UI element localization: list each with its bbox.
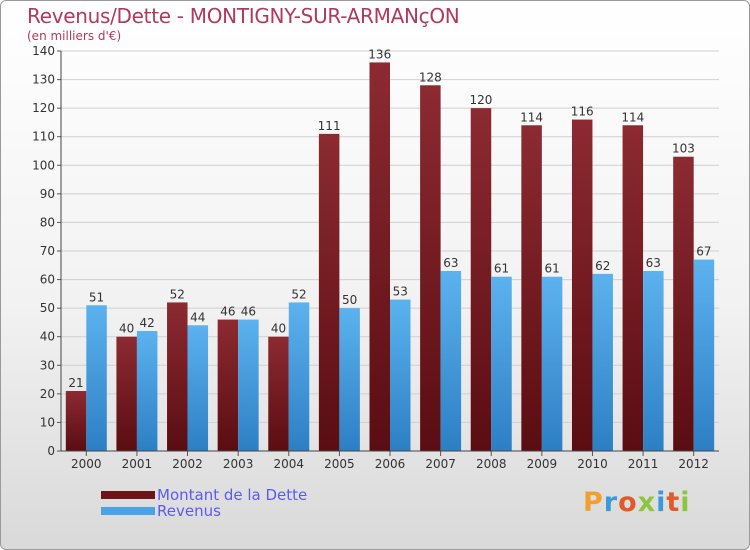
- x-tick-label: 2001: [122, 457, 153, 471]
- data-label: 63: [443, 256, 458, 270]
- bar-dette: [116, 336, 137, 451]
- y-tick-label: 110: [32, 130, 55, 144]
- legend-label-revenus: Revenus: [157, 502, 221, 520]
- bar-revenus: [86, 305, 107, 451]
- y-tick-label: 130: [32, 73, 55, 87]
- data-label: 21: [68, 376, 83, 390]
- y-tick-label: 30: [40, 358, 55, 372]
- x-tick-label: 2000: [71, 457, 102, 471]
- bar-dette: [622, 125, 644, 452]
- x-tick-label: 2010: [577, 457, 608, 471]
- data-label: 103: [672, 142, 695, 156]
- x-tick-label: 2003: [223, 457, 254, 471]
- bar-revenus: [541, 276, 563, 451]
- x-tick-label: 2009: [527, 457, 558, 471]
- bar-revenus: [390, 299, 411, 451]
- y-tick-label: 60: [40, 273, 55, 287]
- bar-dette: [521, 125, 542, 452]
- data-label: 136: [368, 47, 391, 61]
- proxiti-logo: Proxiti: [583, 487, 691, 518]
- data-label: 46: [241, 305, 256, 319]
- x-tick-label: 2004: [273, 457, 304, 471]
- y-tick-label: 70: [40, 244, 55, 258]
- bar-revenus: [440, 271, 462, 451]
- x-tick-label: 2005: [324, 457, 355, 471]
- logo-letter: o: [618, 487, 638, 518]
- x-tick-label: 2007: [425, 457, 456, 471]
- bar-dette: [673, 156, 694, 451]
- logo-letter: P: [583, 487, 604, 518]
- y-axis: 0 10 20 30 40 50 60 70 80 90 100 110 120 130 140: [32, 44, 62, 458]
- data-label: 111: [318, 119, 341, 133]
- y-tick-label: 80: [40, 215, 55, 229]
- bar-dette: [217, 319, 239, 451]
- data-label: 40: [271, 322, 286, 336]
- data-label: 40: [119, 322, 134, 336]
- y-tick-label: 50: [40, 301, 55, 315]
- bar-revenus: [491, 276, 512, 451]
- data-label: 44: [190, 310, 205, 324]
- y-tick-label: 90: [40, 187, 55, 201]
- data-label: 61: [544, 262, 559, 276]
- x-tick-label: 2008: [476, 457, 507, 471]
- y-tick-label: 100: [32, 158, 55, 172]
- logo-letter: x: [637, 487, 657, 518]
- chart-subtitle: (en milliers d'€): [27, 29, 122, 43]
- bar-dette: [369, 62, 390, 452]
- data-label: 42: [140, 316, 155, 330]
- x-tick-label: 2002: [172, 457, 203, 471]
- data-label: 61: [494, 262, 509, 276]
- data-label: 114: [621, 110, 644, 124]
- bar-revenus: [288, 302, 310, 451]
- data-label: 67: [696, 245, 711, 259]
- bar-revenus: [592, 273, 613, 451]
- bar-dette: [65, 391, 87, 451]
- data-label: 53: [393, 285, 408, 299]
- chart-title: Revenus/Dette - MONTIGNY-SUR-ARMANçON: [27, 4, 460, 28]
- data-label: 51: [89, 290, 104, 304]
- bar-dette: [318, 133, 340, 451]
- bar-revenus: [339, 308, 360, 451]
- bar-revenus: [136, 331, 158, 451]
- y-tick-label: 0: [47, 444, 55, 458]
- data-label: 62: [595, 259, 610, 273]
- logo-letter: r: [603, 487, 619, 518]
- x-tick-label: 2012: [678, 457, 709, 471]
- bar-revenus: [238, 319, 259, 451]
- logo-letter: i: [680, 487, 691, 518]
- y-tick-label: 40: [40, 330, 55, 344]
- x-axis: 2000 2001 2002 2003 2004 2005 2006 2007 2008 2009…: [61, 450, 719, 471]
- logo-letter: t: [666, 487, 681, 518]
- bar-dette: [167, 302, 188, 451]
- y-tick-label: 10: [40, 415, 55, 429]
- data-label: 116: [571, 105, 594, 119]
- y-tick-label: 120: [32, 101, 55, 115]
- data-label: 128: [419, 70, 442, 84]
- legend-swatch-revenus: [101, 507, 155, 515]
- logo-letter: i: [656, 487, 667, 518]
- x-tick-label: 2006: [375, 457, 406, 471]
- y-tick-label: 20: [40, 387, 55, 401]
- data-label: 63: [646, 256, 661, 270]
- x-tick-label: 2011: [628, 457, 659, 471]
- bar-dette: [571, 119, 593, 452]
- bar-revenus: [643, 271, 664, 451]
- bar-dette: [420, 85, 441, 452]
- legend-swatch-dette: [101, 491, 155, 499]
- data-label: 52: [291, 287, 306, 301]
- data-label: 52: [170, 287, 185, 301]
- bar-dette: [268, 336, 289, 451]
- y-tick-label: 140: [32, 44, 55, 58]
- data-label: 50: [342, 293, 357, 307]
- bars: 21 51 40 42 52 44 46 46 40 52 111 50 136 53 128 63 120 61…: [65, 47, 715, 452]
- data-label: 114: [520, 110, 543, 124]
- bar-dette: [470, 108, 492, 452]
- bar-revenus: [693, 259, 715, 451]
- data-label: 120: [470, 93, 493, 107]
- data-label: 46: [220, 305, 235, 319]
- legend-label-dette: Montant de la Dette: [157, 486, 308, 504]
- bar-revenus: [187, 325, 209, 451]
